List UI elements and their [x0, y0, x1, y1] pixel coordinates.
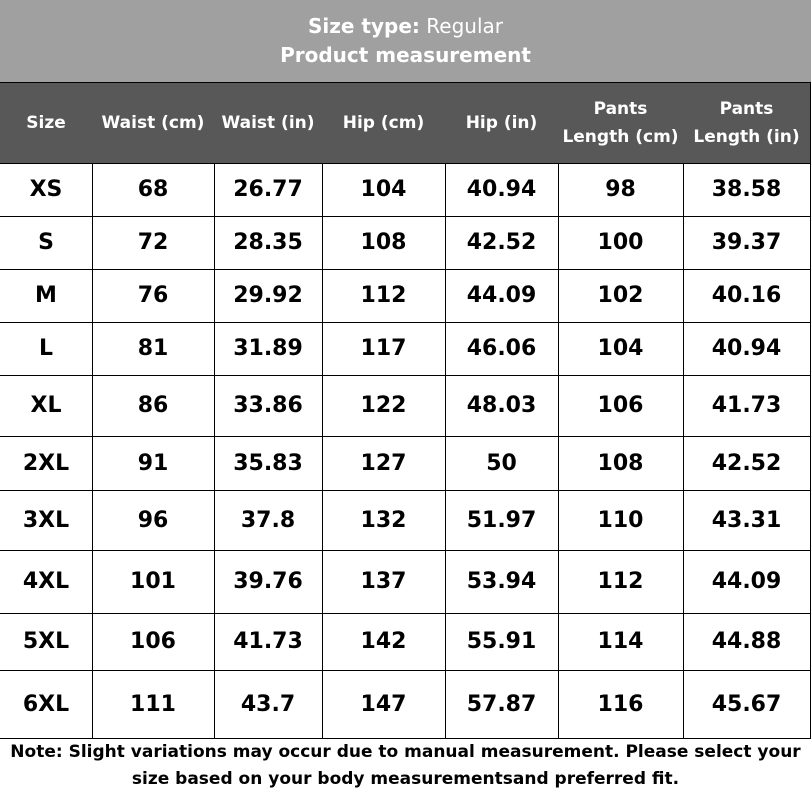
table-cell: 45.67	[683, 670, 811, 739]
table-cell: 4XL	[0, 550, 93, 614]
table-cell: 5XL	[0, 613, 93, 671]
table-cell: 91	[92, 436, 215, 491]
table-cell: 137	[322, 550, 446, 614]
table-cell: 40.94	[445, 163, 559, 217]
table-cell: 43.31	[683, 490, 811, 551]
table-cell: 98	[558, 163, 684, 217]
header-cell: Size	[0, 83, 93, 164]
table-cell: 106	[92, 613, 215, 671]
table-cell: 106	[558, 375, 684, 437]
table-cell: 116	[558, 670, 684, 739]
table-cell: 102	[558, 269, 684, 323]
table-cell: 44.09	[445, 269, 559, 323]
note: Note: Slight variations may occur due to…	[10, 742, 801, 789]
table-cell: 39.37	[683, 216, 811, 270]
table-cell: 42.52	[683, 436, 811, 491]
table-cell: 104	[322, 163, 446, 217]
table-cell: 117	[322, 322, 446, 376]
header-cell: Waist (in)	[214, 83, 323, 164]
table-cell: 37.8	[214, 490, 323, 551]
table-cell: 42.52	[445, 216, 559, 270]
table-cell: 110	[558, 490, 684, 551]
header-cell: Pants Length (in)	[683, 83, 811, 164]
table-cell: 40.94	[683, 322, 811, 376]
table-cell: 26.77	[214, 163, 323, 217]
table-cell: 2XL	[0, 436, 93, 491]
table-cell: 41.73	[683, 375, 811, 437]
table-cell: 55.91	[445, 613, 559, 671]
table-cell: 50	[445, 436, 559, 491]
table-cell: 147	[322, 670, 446, 739]
table-cell: 142	[322, 613, 446, 671]
title-value: Regular	[426, 14, 503, 38]
title-bar: Size type: Regular Product measurement	[0, 0, 811, 83]
title-line: Size type: Regular	[0, 12, 811, 41]
table-cell: 132	[322, 490, 446, 551]
table-cell: 3XL	[0, 490, 93, 551]
table-cell: 76	[92, 269, 215, 323]
table-cell: 33.86	[214, 375, 323, 437]
title-label: Size type:	[308, 14, 420, 38]
table-cell: 86	[92, 375, 215, 437]
table-cell: 40.16	[683, 269, 811, 323]
table-cell: 51.97	[445, 490, 559, 551]
table-cell: 108	[558, 436, 684, 491]
table-cell: 44.09	[683, 550, 811, 614]
table-cell: 38.58	[683, 163, 811, 217]
header-cell: Pants Length (cm)	[558, 83, 684, 164]
table-cell: 6XL	[0, 670, 93, 739]
table-cell: 29.92	[214, 269, 323, 323]
table-cell: 104	[558, 322, 684, 376]
table-cell: 112	[558, 550, 684, 614]
table-cell: 53.94	[445, 550, 559, 614]
table-cell: M	[0, 269, 93, 323]
table-cell: XS	[0, 163, 93, 217]
table-cell: 48.03	[445, 375, 559, 437]
table-cell: 72	[92, 216, 215, 270]
table-cell: 41.73	[214, 613, 323, 671]
table-cell: 28.35	[214, 216, 323, 270]
subtitle: Product measurement	[280, 43, 531, 67]
table-cell: 31.89	[214, 322, 323, 376]
table-cell: 43.7	[214, 670, 323, 739]
table-cell: 96	[92, 490, 215, 551]
header-cell: Hip (cm)	[322, 83, 446, 164]
table-cell: XL	[0, 375, 93, 437]
table-cell: 46.06	[445, 322, 559, 376]
table-cell: 101	[92, 550, 215, 614]
table-cell: 35.83	[214, 436, 323, 491]
header-cell: Waist (cm)	[92, 83, 215, 164]
table-cell: 112	[322, 269, 446, 323]
table-cell: 122	[322, 375, 446, 437]
table-cell: 68	[92, 163, 215, 217]
table-cell: 100	[558, 216, 684, 270]
table-cell: 111	[92, 670, 215, 739]
table-cell: 57.87	[445, 670, 559, 739]
table-cell: 81	[92, 322, 215, 376]
table-cell: 44.88	[683, 613, 811, 671]
table-cell: 114	[558, 613, 684, 671]
table-cell: L	[0, 322, 93, 376]
table-cell: 39.76	[214, 550, 323, 614]
header-cell: Hip (in)	[445, 83, 559, 164]
table-cell: 108	[322, 216, 446, 270]
table-cell: S	[0, 216, 93, 270]
table-cell: 127	[322, 436, 446, 491]
